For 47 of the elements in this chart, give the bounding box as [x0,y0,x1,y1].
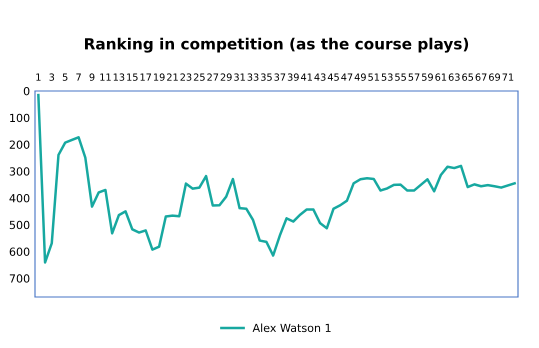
x-tick-label: 11 [100,74,111,81]
y-tick-label: 500 [10,220,30,230]
x-tick-label: 65 [462,73,474,81]
y-tick-label: 300 [10,167,30,176]
x-tick-label: 59 [422,73,433,81]
x-tick-label: 25 [194,73,205,81]
y-tick-label: 200 [10,140,30,149]
x-tick-label: 27 [207,73,218,81]
y-tick-label: 100 [10,114,30,122]
x-tick-label: 37 [274,73,286,81]
x-tick-label: 7 [76,74,81,81]
x-tick-label: 45 [328,74,339,81]
x-tick-label: 5 [62,74,68,81]
x-tick-label: 35 [260,73,272,81]
x-tick-label: 21 [167,73,178,81]
x-tick-label: 49 [354,73,366,81]
x-tick-label: 19 [154,73,165,81]
y-tick-label: 700 [10,274,30,283]
x-tick-label: 47 [341,74,352,81]
line-series [37,94,516,264]
x-tick-label: 33 [248,73,258,81]
x-tick-label: 15 [127,74,138,81]
y-tick-label: 400 [9,194,30,202]
chart-title: Ranking in competition (as the course plays) [85,38,468,53]
x-tick-label: 39 [288,73,299,81]
x-tick-label: 53 [382,73,393,81]
x-tick-label: 31 [234,73,245,81]
x-tick-label: 51 [368,74,380,81]
y-tick-label: 600 [10,247,30,256]
legend-label: Alex Watson 1 [252,323,331,332]
x-tick-label: 61 [435,73,446,81]
y-tick-label: 0 [24,86,30,96]
x-tick-label: 13 [114,73,124,81]
x-tick-label: 17 [140,74,152,81]
x-tick-label: 29 [220,73,232,81]
x-tick-label: 69 [489,73,500,81]
x-tick-label: 9 [90,73,94,81]
x-tick-label: 43 [314,73,326,81]
x-tick-label: 3 [49,73,54,81]
x-tick-label: 63 [448,73,460,81]
x-tick-label: 1 [36,74,41,81]
x-tick-label: 57 [408,74,420,81]
x-tick-label: 55 [395,74,406,81]
x-tick-label: 23 [180,73,192,81]
x-tick-label: 71 [502,74,514,81]
x-tick-label: 41 [300,74,312,81]
x-tick-label: 67 [476,73,486,81]
